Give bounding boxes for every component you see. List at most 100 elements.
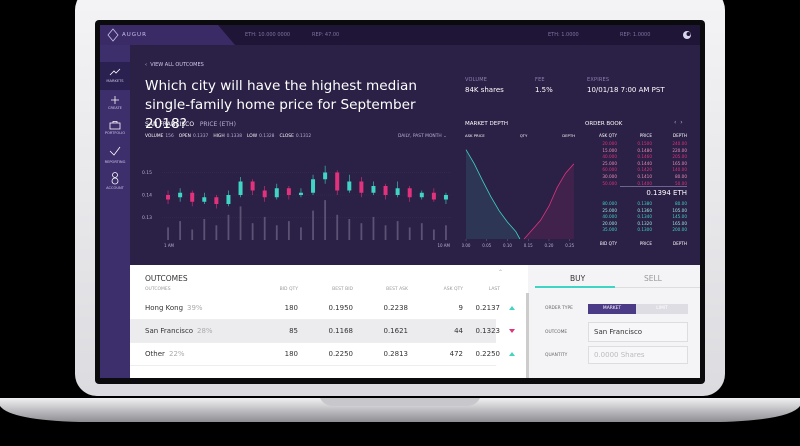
chart-header: SAN FRANCISCO PRICE (ETH) (145, 121, 236, 128)
candle-body (407, 188, 412, 198)
orderbook-cell: 40.000 (602, 154, 617, 160)
depth-column: QTY (519, 133, 528, 138)
bid-row: 40.000 0.1340 145.00 (585, 214, 690, 219)
summary-label: OPEN (178, 134, 191, 139)
nav-item[interactable]: CREATE (108, 106, 122, 110)
balance: REP: 47.00 (312, 32, 340, 38)
x-tick-label: 10 AM (437, 243, 450, 248)
stat-value: 84K shares (465, 86, 504, 94)
field-label: QUANTITY (545, 353, 568, 358)
volume-bar (445, 225, 447, 240)
volume-bar (287, 221, 290, 240)
logo-band (100, 25, 235, 45)
period-text[interactable]: DAILY, PAST MONTH (398, 134, 442, 139)
orderbook-cell: 0.1500 (637, 141, 652, 146)
stat-label: VOLUME (465, 77, 488, 83)
depth-line (465, 149, 521, 240)
candlestick-chart: 0.15 0.14 0.13 1 AM 10 AM (142, 165, 452, 248)
orderbook-cell: 40.000 (602, 214, 617, 220)
outcome-field[interactable]: San Francisco (588, 322, 688, 342)
quantity-field[interactable]: 0.0000 Shares (588, 346, 688, 364)
order-type-button[interactable]: MARKET (588, 304, 636, 314)
column-header: BEST BID (332, 287, 353, 292)
summary-value: 0.1338 (226, 134, 243, 139)
orderbook-cell: BID QTY (599, 241, 617, 246)
stat-label: FEE (535, 77, 545, 83)
x-tick-label: 1 AM (164, 243, 175, 248)
nav-icon (111, 96, 119, 104)
table-row (130, 343, 496, 366)
candle-body (311, 179, 316, 193)
field-label: ORDER TYPE (545, 306, 573, 311)
volume-bar (336, 214, 339, 240)
table-cell: 85 (289, 327, 298, 335)
candle-body (298, 192, 303, 195)
candle-body (274, 188, 279, 198)
volume-bar (203, 219, 206, 240)
table-cell: 0.2250 (475, 350, 501, 358)
orderbook-cell: 15.000 (602, 147, 617, 153)
depth-column: ASK PRICE (465, 133, 485, 138)
orderbook-arrows[interactable]: ‹ › (674, 119, 683, 126)
candle-body (238, 181, 243, 195)
candle-body (202, 197, 207, 202)
summary-value: 0.1328 (259, 134, 275, 139)
orderbook-cell: 80.00 (675, 174, 687, 179)
table-cell: 0.1950 (328, 304, 354, 312)
orderbook-cell: 60.000 (602, 167, 617, 173)
candle-body (347, 181, 352, 191)
candle-body (371, 186, 376, 193)
collapse-caret[interactable]: ⌃ (498, 269, 504, 276)
orderbook-mid: 0.1394 ETH (620, 186, 687, 197)
ask-row: 60.000 0.1420 140.00 (585, 167, 690, 172)
table-cell: 44 (454, 327, 463, 335)
outcome-pct: 28% (197, 327, 213, 335)
orderbook-footer: BID QTY PRICE DEPTH (585, 241, 690, 246)
outcome-name: San Francisco (145, 327, 194, 335)
nav-item[interactable]: ACCOUNT (106, 186, 124, 190)
ask-row: 20.000 0.1500 240.00 (585, 141, 690, 146)
orderbook-cell: PRICE (639, 133, 652, 138)
trend-glyph (509, 329, 515, 333)
volume-bar (179, 221, 182, 240)
volume-bar (408, 227, 411, 240)
ask-row: 50.000 0.1400 50.00 (585, 181, 690, 186)
chart-title: SAN FRANCISCO (145, 121, 195, 128)
table-cell: 472 (449, 350, 463, 358)
orderbook-cell: 205.00 (672, 154, 687, 160)
table-cell: 0.2250 (328, 350, 354, 358)
back-link[interactable]: ‹ VIEW ALL OUTCOMES (145, 62, 204, 68)
order-type-button[interactable]: LIMIT (636, 304, 688, 314)
table-cell: 9 (458, 304, 463, 312)
table-cell: 180 (284, 304, 298, 312)
summary-value: 156 (165, 134, 174, 139)
avatar[interactable] (682, 30, 692, 40)
column-header: LAST (488, 287, 500, 292)
tab[interactable]: SELL (644, 274, 662, 283)
volume-bar (312, 210, 314, 240)
nav-active-bg (100, 62, 130, 90)
orderbook-cell: 80.00 (675, 201, 687, 206)
orderbook-title: ORDER BOOK (585, 121, 623, 127)
depth-title: MARKET DEPTH (465, 121, 509, 127)
stat-label: EXPIRES (587, 77, 610, 83)
orderbook-cell: 145.00 (672, 214, 687, 220)
orderbook-cell: 20.000 (602, 141, 617, 146)
table-cell: 0.2137 (475, 304, 501, 312)
x-tick-label: 0.15 (524, 243, 533, 248)
market-title: Which city will have the highest median … (145, 78, 417, 132)
ask-row: 25.000 0.1440 165.00 (585, 161, 690, 166)
tab[interactable]: BUY (570, 274, 586, 283)
ask-row: 30.000 0.1410 80.00 (585, 174, 690, 179)
table-cell: 0.1621 (383, 327, 409, 335)
nav-item[interactable]: REPORTING (104, 160, 126, 164)
nav-item[interactable]: MARKETS (106, 79, 124, 83)
back-link-text[interactable]: VIEW ALL OUTCOMES (150, 62, 204, 68)
nav-item[interactable]: PORTFOLIO (104, 131, 126, 135)
y-tick-label: 0.13 (142, 215, 152, 221)
scrollbar[interactable] (526, 293, 529, 378)
table-row (130, 320, 496, 343)
chart-period[interactable]: DAILY, PAST MONTH ⌄ (398, 134, 447, 139)
orderbook-cell: 165.00 (672, 220, 687, 226)
volume-bar (384, 225, 387, 240)
